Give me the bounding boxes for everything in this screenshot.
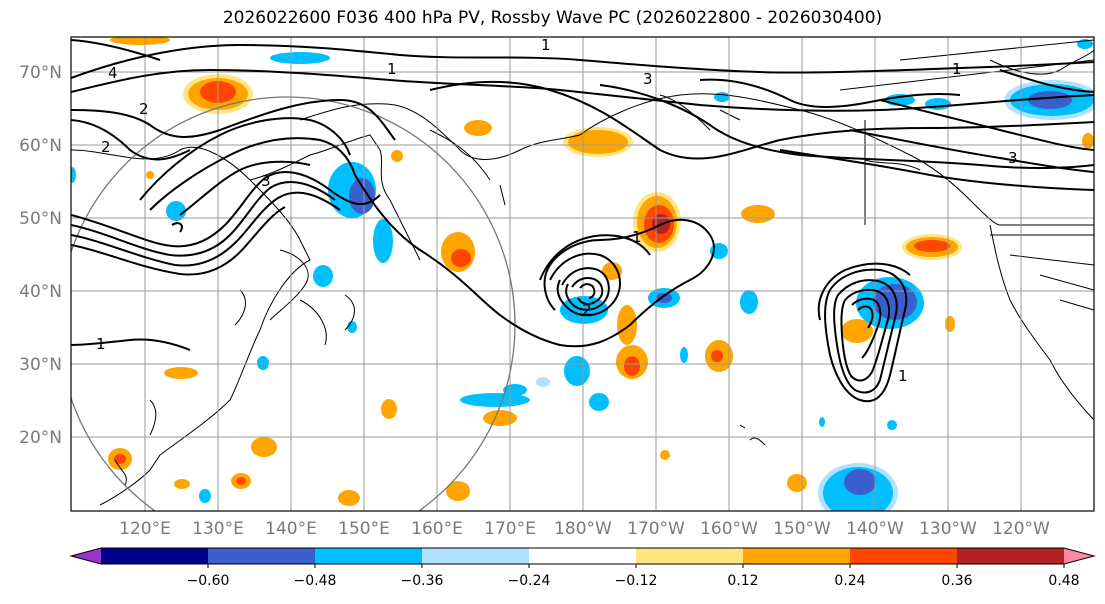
lon-label: 170°E	[484, 519, 536, 539]
colorbar-tick-label: −0.24	[508, 573, 551, 589]
pv-contours	[71, 39, 1094, 403]
contour-label: 2	[582, 301, 592, 319]
lon-label: 130°E	[192, 519, 244, 539]
figure-title: 2026022600 F036 400 hPa PV, Rossby Wave …	[222, 8, 883, 28]
colorbar-extend-high	[1064, 548, 1094, 564]
colorbar-tick-label: 0.24	[834, 573, 865, 589]
colorbar-tick-label: −0.12	[615, 573, 658, 589]
colorbar-outline	[69, 547, 1096, 565]
lat-label: 50°N	[19, 209, 62, 229]
lon-label: 150°W	[773, 519, 831, 539]
lat-label: 60°N	[19, 136, 62, 156]
lat-label: 40°N	[19, 282, 62, 302]
latitude-labels: 70°N 60°N 50°N 40°N 30°N 20°N	[19, 63, 62, 448]
contour-label: 1	[96, 335, 106, 353]
lon-label: 140°E	[265, 519, 317, 539]
contour-label: 3	[1008, 149, 1018, 167]
lon-label: 140°W	[846, 519, 904, 539]
colorbar-tick-label: 0.48	[1048, 573, 1079, 589]
contour-label: 3	[261, 172, 271, 190]
lon-label: 120°W	[992, 519, 1050, 539]
colorbar-segment	[315, 548, 423, 564]
colorbar-segment	[850, 548, 958, 564]
lon-label: 180°W	[554, 519, 612, 539]
colorbar-tick-label: 0.36	[941, 573, 972, 589]
contour-label: 1	[541, 36, 551, 54]
contour-label: 4	[108, 64, 118, 82]
graticule	[71, 37, 1094, 511]
contour-labels: 4 2 2 1 1 3 3 1 1 2 1 1 3	[96, 36, 1018, 385]
colorbar-segment	[957, 548, 1065, 564]
colorbar-tick-label: −0.60	[187, 573, 230, 589]
colorbar-ticks: −0.60 −0.48 −0.36 −0.24 −0.12 0.12 0.24 0.36 0.4…	[187, 564, 1080, 589]
lon-label: 120°E	[119, 519, 171, 539]
map-frame	[70, 36, 1095, 512]
colorbar-segment	[208, 548, 316, 564]
lon-label: 130°W	[919, 519, 977, 539]
longitude-labels: 120°E 130°E 140°E 150°E 160°E 170°E 180°…	[119, 519, 1050, 539]
lon-label: 170°W	[627, 519, 685, 539]
colorbar-segments	[69, 547, 1096, 565]
colorbar-segment	[636, 548, 744, 564]
colorbar: −0.60 −0.48 −0.36 −0.24 −0.12 0.12 0.24 0.36 0.4…	[69, 547, 1096, 589]
colorbar-segment	[422, 548, 530, 564]
contour-label: 2	[139, 100, 149, 118]
colorbar-tick-label: −0.48	[294, 573, 337, 589]
lat-label: 70°N	[19, 63, 62, 83]
contour-label: 1	[898, 367, 908, 385]
contour-label: 1	[952, 60, 962, 78]
contour-label: 3	[643, 70, 653, 88]
lon-label: 160°W	[700, 519, 758, 539]
colorbar-segment	[529, 548, 637, 564]
contour-label: 1	[632, 228, 642, 246]
colorbar-extend-low	[71, 548, 101, 564]
lat-label: 20°N	[19, 428, 62, 448]
contour-label: 1	[387, 60, 397, 78]
contour-label: 2	[101, 138, 111, 156]
colorbar-segment	[743, 548, 851, 564]
lon-label: 160°E	[411, 519, 463, 539]
lon-label: 150°E	[338, 519, 390, 539]
lat-label: 30°N	[19, 355, 62, 375]
colorbar-segment	[101, 548, 209, 564]
colorbar-tick-label: 0.12	[727, 573, 758, 589]
colorbar-tick-label: −0.36	[401, 573, 444, 589]
